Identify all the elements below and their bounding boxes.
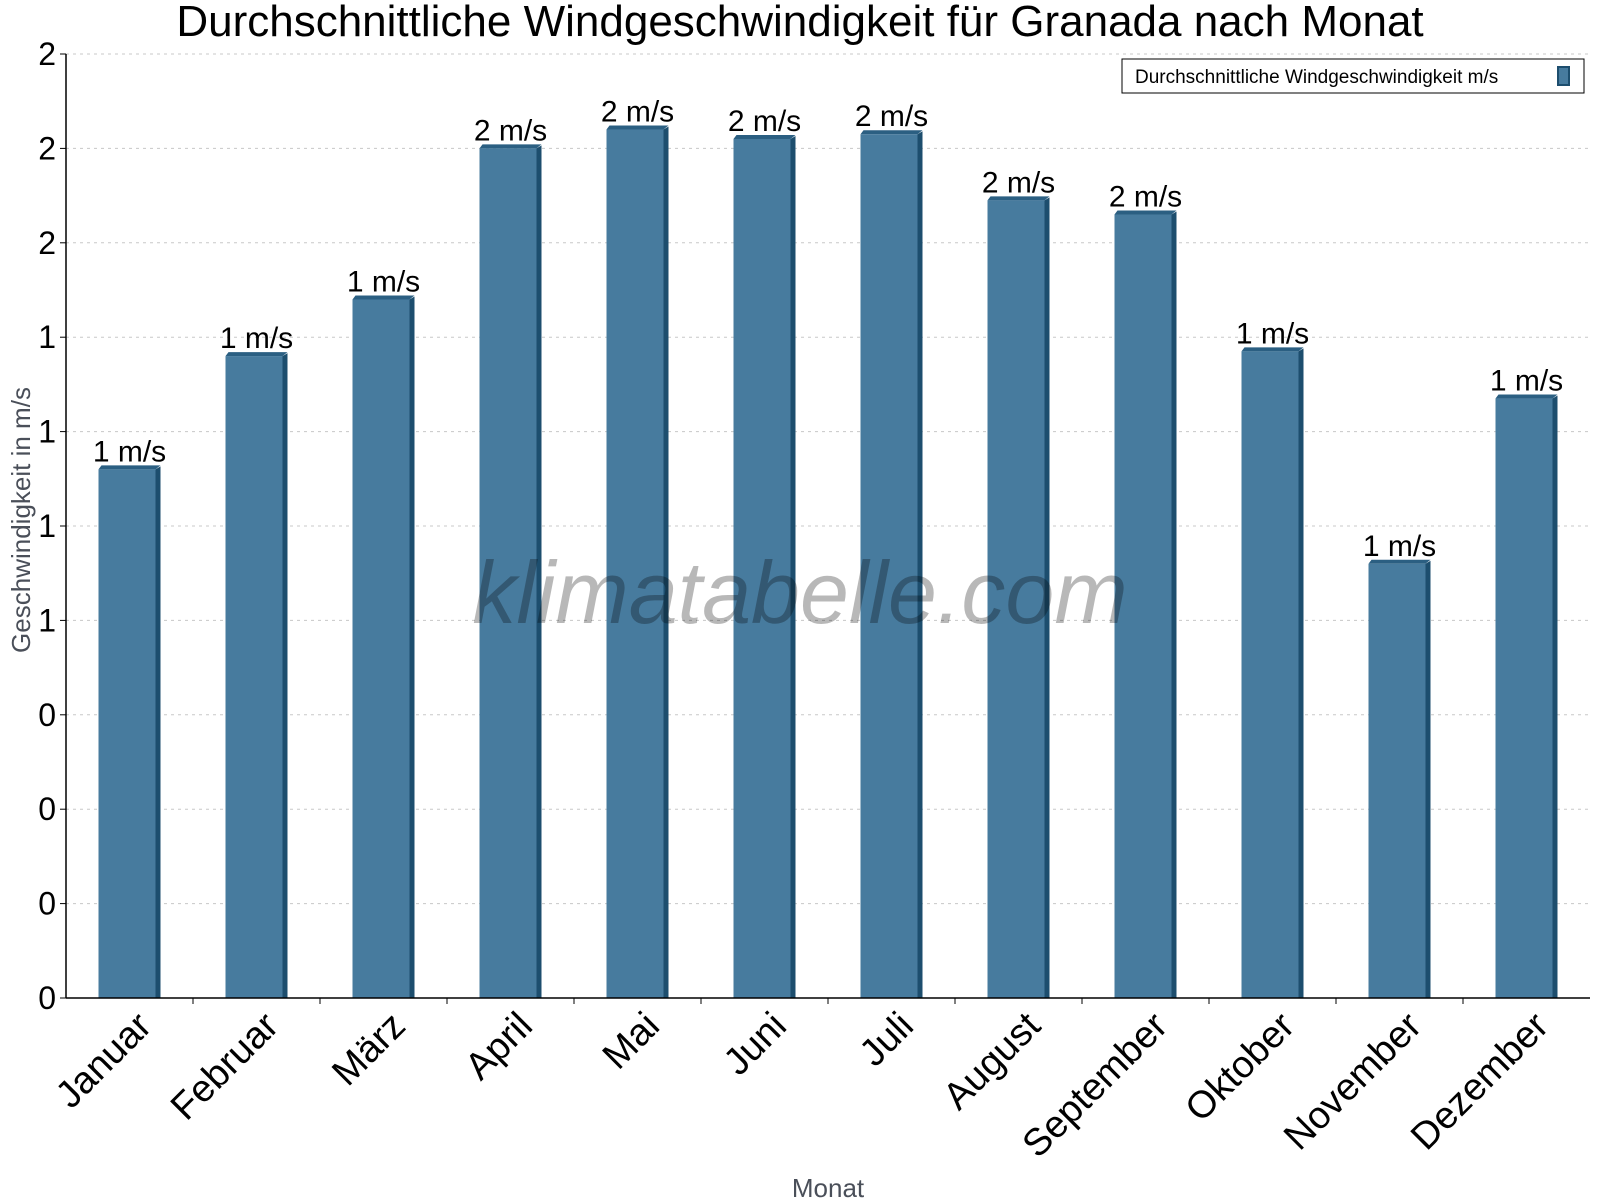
x-tick-label: Dezember	[1403, 1004, 1557, 1158]
y-tick-label: 0	[38, 980, 56, 1016]
bar-side	[155, 466, 161, 998]
bar-value-label: 2 m/s	[982, 166, 1055, 199]
bar	[352, 299, 410, 998]
x-tick-label: Mai	[595, 1005, 668, 1078]
bar-value-label: 2 m/s	[474, 114, 547, 147]
bar-side	[1425, 560, 1431, 998]
bar	[606, 129, 664, 998]
y-tick-label: 1	[38, 319, 56, 355]
x-tick-label: April	[457, 1005, 540, 1088]
y-tick-labels: 0 0 0 0 1 1 1 1 2 2 2	[38, 36, 56, 1016]
x-tick-label: Februar	[163, 1004, 287, 1128]
y-tick-label: 0	[38, 697, 56, 733]
axes	[60, 53, 1590, 1004]
x-tick-label: August	[936, 1004, 1050, 1118]
bar-value-label: 1 m/s	[1490, 365, 1563, 398]
x-tick-label: März	[324, 1005, 413, 1094]
y-tick-label: 1	[38, 602, 56, 638]
bar	[1368, 563, 1426, 998]
x-axis-title: Monat	[792, 1173, 865, 1200]
bar-side	[409, 296, 415, 998]
chart-title: Durchschnittliche Windgeschwindigkeit fü…	[176, 0, 1423, 46]
bar	[1114, 214, 1172, 999]
bar-value-label: 2 m/s	[728, 105, 801, 138]
x-tick-label: Januar	[48, 1004, 160, 1116]
legend-swatch	[1557, 66, 1570, 86]
bar-value-label: 1 m/s	[1236, 317, 1309, 350]
bar-side	[917, 131, 923, 999]
y-tick-label: 0	[38, 886, 56, 922]
y-axis-title: Geschwindigkeit in m/s	[6, 387, 36, 653]
y-tick-label: 2	[38, 225, 56, 261]
bar-top	[606, 125, 669, 130]
gridlines	[66, 53, 1590, 905]
bar-top	[733, 134, 796, 139]
bar-top	[225, 352, 288, 357]
bar-side	[790, 135, 796, 998]
x-tick-label: Oktober	[1178, 1004, 1304, 1130]
bar-value-label: 1 m/s	[1363, 530, 1436, 563]
bar-top	[1495, 394, 1558, 399]
bar-top	[479, 144, 542, 149]
bar-value-label: 2 m/s	[855, 100, 928, 133]
y-tick-label: 0	[38, 791, 56, 827]
bar	[987, 200, 1045, 998]
bar-value-label: 2 m/s	[1109, 180, 1182, 213]
watermark: klimatabelle.com	[472, 543, 1127, 642]
bars	[98, 125, 1558, 999]
bar-value-label: 1 m/s	[220, 322, 293, 355]
bar-side	[663, 126, 669, 998]
y-tick-label: 1	[38, 508, 56, 544]
bar-side	[1044, 197, 1050, 998]
x-tick-labels: Januar Februar März April Mai Juni Juli AugustS…	[48, 1004, 1557, 1165]
bar-top	[987, 196, 1050, 201]
bar-value-label: 2 m/s	[601, 96, 674, 129]
bar-side	[1171, 211, 1177, 999]
y-tick-label: 2	[38, 36, 56, 72]
bar-top	[98, 465, 161, 470]
bar-side	[1552, 395, 1558, 998]
bar-top	[352, 295, 415, 300]
bar-side	[282, 353, 288, 999]
bar	[98, 469, 156, 998]
bar-value-label: 1 m/s	[347, 265, 420, 298]
y-tick-label: 2	[38, 130, 56, 166]
bar	[1495, 398, 1553, 998]
legend-box	[1121, 58, 1585, 94]
bar-side	[536, 145, 542, 998]
bar-side	[1298, 348, 1304, 998]
bar	[733, 138, 791, 998]
bar-top	[1114, 210, 1177, 215]
legend: Durchschnittliche Windgeschwindigkeit m/…	[1121, 58, 1585, 94]
bar-top	[860, 130, 923, 135]
x-tick-label: November	[1276, 1004, 1430, 1158]
bar	[1241, 351, 1299, 998]
bar-top	[1241, 347, 1304, 352]
bar-value-label: 1 m/s	[93, 435, 166, 468]
bar-top	[1368, 559, 1431, 564]
x-tick-label: Juni	[716, 1005, 795, 1084]
y-tick-label: 1	[38, 414, 56, 450]
bar	[860, 134, 918, 999]
bar-value-labels: 1 m/s 1 m/s 1 m/s 2 m/s 2 m/s 2 m/s 2 m/s 2 m/s…	[93, 96, 1563, 563]
bar	[479, 148, 537, 998]
bar	[225, 356, 283, 999]
legend-label: Durchschnittliche Windgeschwindigkeit m/…	[1135, 67, 1498, 88]
x-tick-label: Juli	[852, 1005, 922, 1075]
